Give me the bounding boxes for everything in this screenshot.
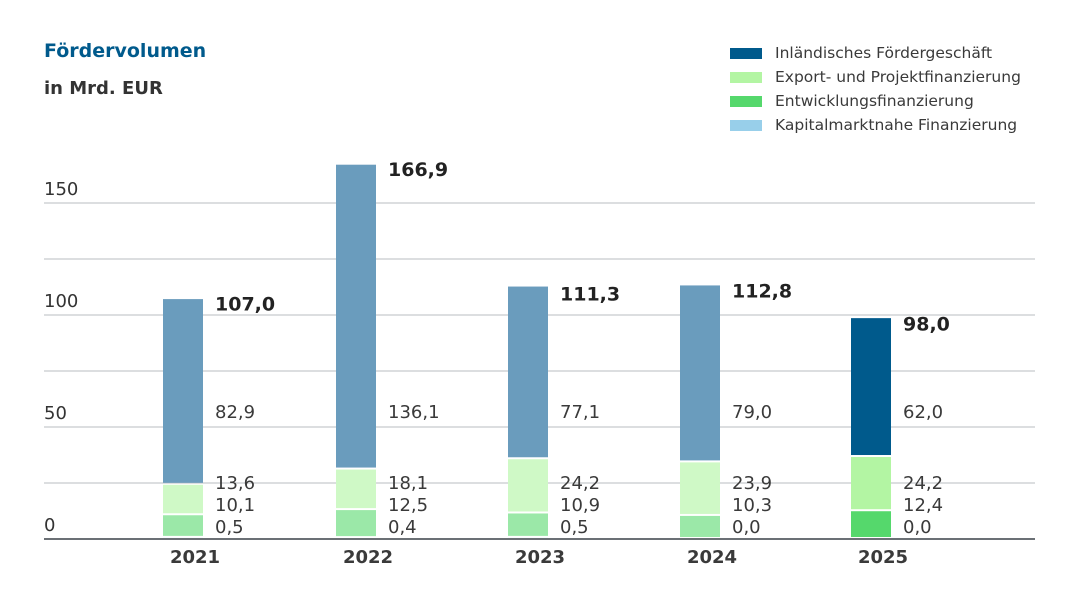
- legend-item-export: Export- und Projektfinanzierung: [730, 65, 1021, 89]
- y-tick-label: 150: [44, 179, 78, 200]
- bar-segment: [680, 515, 720, 537]
- data-label: 0,5: [560, 517, 589, 538]
- chart-title: Fördervolumen: [44, 40, 207, 62]
- bar-segment: [163, 484, 203, 514]
- y-tick-label: 50: [44, 403, 67, 424]
- bar-segment: [336, 469, 376, 509]
- legend-label: Export- und Projektfinanzierung: [775, 68, 1021, 86]
- legend-swatch: [730, 119, 762, 131]
- bar-segment: [163, 515, 203, 536]
- bar-segment: [508, 513, 548, 536]
- bar-segment: [508, 286, 548, 458]
- legend-item-inland: Inländisches Fördergeschäft: [730, 41, 1021, 65]
- data-label: 82,9: [215, 402, 255, 423]
- legend-item-entwicklung: Entwicklungsfinanzierung: [730, 89, 1021, 113]
- data-label: 10,9: [560, 495, 600, 516]
- total-label: 112,8: [732, 280, 792, 302]
- chart-subtitle: in Mrd. EUR: [44, 78, 163, 99]
- data-label: 0,5: [215, 517, 244, 538]
- legend-swatch: [730, 47, 762, 59]
- data-label: 12,5: [388, 495, 428, 516]
- data-label: 0,4: [388, 517, 417, 538]
- data-label: 18,1: [388, 473, 428, 494]
- total-label: 166,9: [388, 159, 448, 181]
- y-tick-label: 100: [44, 291, 78, 312]
- legend: Inländisches Fördergeschäft Export- und …: [730, 41, 1021, 137]
- legend-item-kapitalmarkt: Kapitalmarktnahe Finanzierung: [730, 113, 1021, 137]
- data-label: 23,9: [732, 473, 772, 494]
- bar-segment: [336, 164, 376, 468]
- bar-segment: [851, 511, 891, 537]
- data-label: 77,1: [560, 402, 600, 423]
- data-label: 79,0: [732, 402, 772, 423]
- data-label: 13,6: [215, 473, 255, 494]
- x-tick-label: 2022: [343, 547, 393, 568]
- bar-segment: [508, 459, 548, 512]
- x-tick-label: 2024: [687, 547, 737, 568]
- legend-label: Entwicklungsfinanzierung: [775, 92, 974, 110]
- bar-segment: [851, 457, 891, 510]
- bar-segment: [163, 299, 203, 483]
- bar-segment: [336, 510, 376, 537]
- data-label: 24,2: [903, 473, 943, 494]
- data-label: 24,2: [560, 473, 600, 494]
- data-label: 12,4: [903, 495, 943, 516]
- data-label: 0,0: [732, 517, 761, 538]
- data-label: 0,0: [903, 517, 932, 538]
- legend-label: Kapitalmarktnahe Finanzierung: [775, 116, 1018, 134]
- total-label: 111,3: [560, 284, 620, 306]
- x-tick-label: 2023: [515, 547, 565, 568]
- legend-swatch: [730, 71, 762, 83]
- total-label: 98,0: [903, 313, 950, 335]
- legend-label: Inländisches Fördergeschäft: [775, 44, 993, 62]
- data-label: 10,3: [732, 495, 772, 516]
- x-tick-label: 2025: [858, 547, 908, 568]
- legend-swatch: [730, 95, 762, 107]
- y-tick-label: 0: [44, 515, 55, 536]
- data-label: 62,0: [903, 402, 943, 423]
- data-label: 10,1: [215, 495, 255, 516]
- data-label: 136,1: [388, 402, 440, 423]
- bar-segment: [680, 462, 720, 514]
- bar-segment: [680, 285, 720, 461]
- total-label: 107,0: [215, 293, 275, 315]
- x-tick-label: 2021: [170, 547, 220, 568]
- bar-segment: [851, 318, 891, 456]
